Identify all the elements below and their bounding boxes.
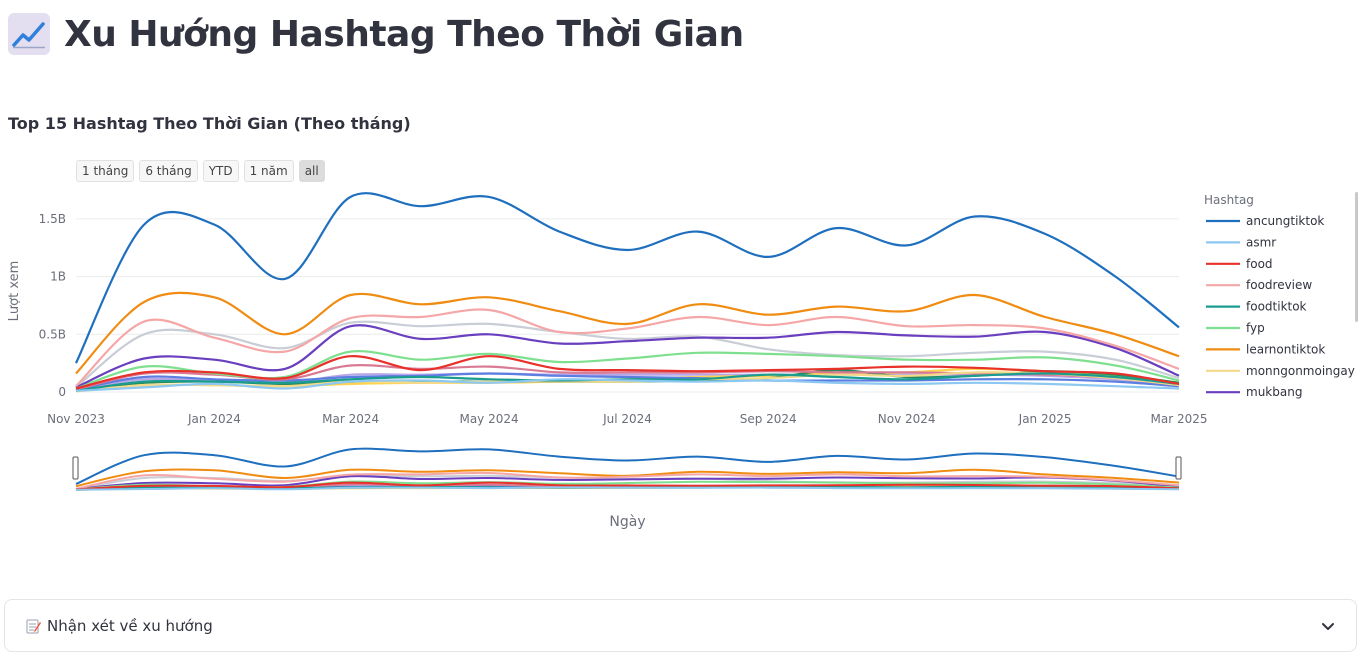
x-tick-label: Sep 2024 xyxy=(740,412,797,426)
range-slider-line-foodreview xyxy=(75,471,1180,490)
expander-label: Nhận xét về xu hướng xyxy=(47,616,213,635)
series-line-asmr xyxy=(75,378,1180,392)
series-line-foodreview xyxy=(75,308,1180,387)
chart-increasing-icon xyxy=(8,13,50,55)
range-slider-line-ancungtiktok xyxy=(75,447,1180,485)
chevron-down-icon[interactable] xyxy=(1320,618,1336,634)
range-slider-right-handle xyxy=(1175,456,1182,480)
series-line-monngonmoingay xyxy=(75,371,1180,393)
x-tick-label: Mar 2025 xyxy=(1151,412,1208,426)
y-tick-label: 0 xyxy=(58,385,66,399)
page-title-text: Xu Hướng Hashtag Theo Thời Gian xyxy=(64,13,744,55)
legend-item-learnontiktok[interactable]: learnontiktok xyxy=(1206,342,1325,356)
range-slider-line-asmr xyxy=(75,486,1180,491)
legend-item-asmr[interactable]: asmr xyxy=(1206,235,1276,249)
range-slider-line-learnontiktok xyxy=(75,468,1180,488)
range-selector: 1 tháng 6 tháng YTD 1 năm all xyxy=(76,160,325,182)
range-slider-line-mukbang xyxy=(75,475,1180,490)
legend-item-foodreview[interactable]: foodreview xyxy=(1206,278,1312,292)
y-axis-label: Lượt xem xyxy=(7,261,22,322)
range-button-1-month[interactable]: 1 tháng xyxy=(76,160,135,182)
range-button-1-year[interactable]: 1 năm xyxy=(243,160,294,182)
series-line-foodtiktok xyxy=(75,372,1180,392)
x-tick-label: Jul 2024 xyxy=(602,412,652,426)
legend-label: monngonmoingay xyxy=(1246,364,1355,378)
legend-item-ancungtiktok[interactable]: ancungtiktok xyxy=(1206,214,1324,228)
series-line-series-11 xyxy=(75,372,1180,391)
legend-item-mukbang[interactable]: mukbang xyxy=(1206,385,1302,399)
legend-label: foodreview xyxy=(1246,278,1312,292)
x-tick-label: Jan 2025 xyxy=(1018,412,1072,426)
series-line-food xyxy=(75,355,1180,390)
legend-item-food[interactable]: food xyxy=(1206,257,1273,271)
hashtag-trend-chart[interactable]: 0 0.5B 1B 1.5B Nov 2023 Jan 2024 Mar 2024 May 2… xyxy=(0,180,1367,540)
range-slider-line-food xyxy=(75,481,1180,491)
range-button-6-months[interactable]: 6 tháng xyxy=(139,160,198,182)
range-slider-left-handle xyxy=(72,456,79,480)
legend-label: food xyxy=(1246,257,1273,271)
trend-notes-expander[interactable]: Nhận xét về xu hướng xyxy=(4,599,1357,652)
legend-label: ancungtiktok xyxy=(1246,214,1324,228)
legend-item-foodtiktok[interactable]: foodtiktok xyxy=(1206,300,1307,314)
legend-item-monngonmoingay[interactable]: monngonmoingay xyxy=(1206,364,1355,378)
series-line-mukbang xyxy=(75,324,1180,389)
x-tick-label: Nov 2023 xyxy=(47,412,105,426)
range-button-all[interactable]: all xyxy=(298,160,325,182)
x-axis-label: Ngày xyxy=(609,514,645,530)
memo-icon xyxy=(25,618,41,634)
legend-label: fyp xyxy=(1246,321,1265,335)
x-tick-label: May 2024 xyxy=(459,412,518,426)
x-tick-label: Mar 2024 xyxy=(322,412,379,426)
y-tick-label: 1.5B xyxy=(39,212,66,226)
y-tick-label: 1B xyxy=(50,270,66,284)
page-title: Xu Hướng Hashtag Theo Thời Gian xyxy=(8,8,744,60)
range-button-ytd[interactable]: YTD xyxy=(202,160,239,182)
legend-item-fyp[interactable]: fyp xyxy=(1206,321,1265,335)
x-tick-label: Nov 2024 xyxy=(878,412,936,426)
legend-label: asmr xyxy=(1246,235,1276,249)
series-line-learnontiktok xyxy=(75,291,1180,375)
y-tick-label: 0.5B xyxy=(39,327,66,341)
legend-label: mukbang xyxy=(1246,385,1302,399)
legend-label: foodtiktok xyxy=(1246,300,1307,314)
x-tick-label: Jan 2024 xyxy=(187,412,241,426)
chart-subtitle: Top 15 Hashtag Theo Thời Gian (Theo thán… xyxy=(8,114,411,133)
legend-scrollbar[interactable] xyxy=(1355,192,1358,322)
legend-title: Hashtag xyxy=(1204,193,1254,207)
series-line-ancungtiktok xyxy=(75,192,1180,364)
series-line-series-9 xyxy=(75,320,1180,389)
legend-label: learnontiktok xyxy=(1246,342,1325,356)
